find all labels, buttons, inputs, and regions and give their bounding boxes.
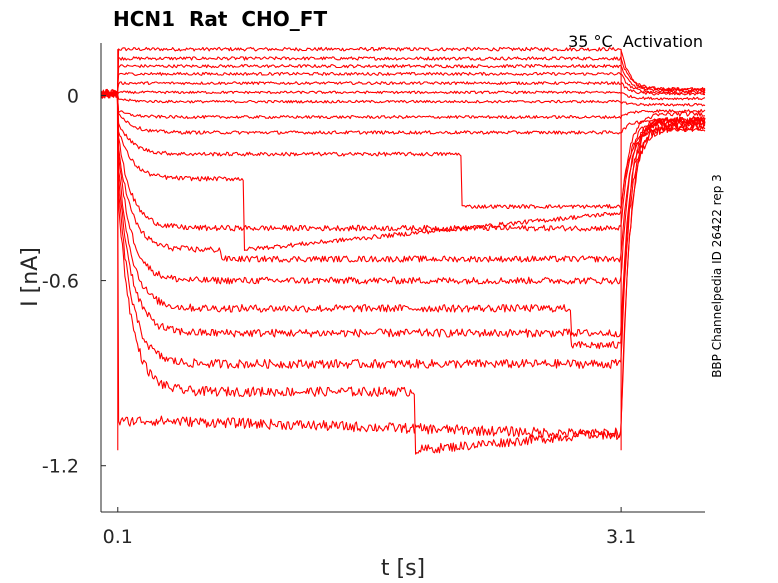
y-tick-label: 0 <box>67 85 79 107</box>
current-trace-11 <box>100 91 706 251</box>
current-trace-1 <box>100 46 706 96</box>
current-trace-12 <box>100 91 706 232</box>
current-trace-17 <box>100 88 706 369</box>
current-trace-4 <box>100 71 706 95</box>
current-trace-10 <box>100 91 706 210</box>
current-trace-6 <box>100 90 706 101</box>
y-ticks: 0 -0.6 -1.2 <box>42 85 106 478</box>
plot-traces <box>100 46 706 455</box>
current-trace-5 <box>100 81 705 96</box>
x-axis-label: t [s] <box>381 556 425 581</box>
current-trace-2 <box>100 56 706 97</box>
x-tick-label: 3.1 <box>606 526 636 548</box>
current-trace-16 <box>100 89 706 350</box>
current-trace-8 <box>100 91 706 120</box>
current-trace-13 <box>100 90 706 263</box>
current-trace-19 <box>100 88 706 441</box>
x-tick-label: 0.1 <box>103 526 133 548</box>
y-axis-label: I [nA] <box>18 247 43 307</box>
side-annotation: BBP Channelpedia ID 26422 rep 3 <box>710 174 724 378</box>
current-trace-15 <box>100 89 706 338</box>
current-trace-7 <box>100 92 706 107</box>
x-ticks: 0.1 3.1 <box>103 507 636 548</box>
y-tick-label: -1.2 <box>42 456 79 478</box>
y-tick-label: -0.6 <box>42 271 79 293</box>
current-trace-9 <box>100 91 706 135</box>
chart-subtitle: 35 °C Activation <box>568 32 703 51</box>
current-trace-3 <box>100 64 706 96</box>
current-trace-18 <box>100 89 706 455</box>
current-trace-14 <box>100 90 706 285</box>
chart-title: HCN1 Rat CHO_FT <box>113 7 327 31</box>
